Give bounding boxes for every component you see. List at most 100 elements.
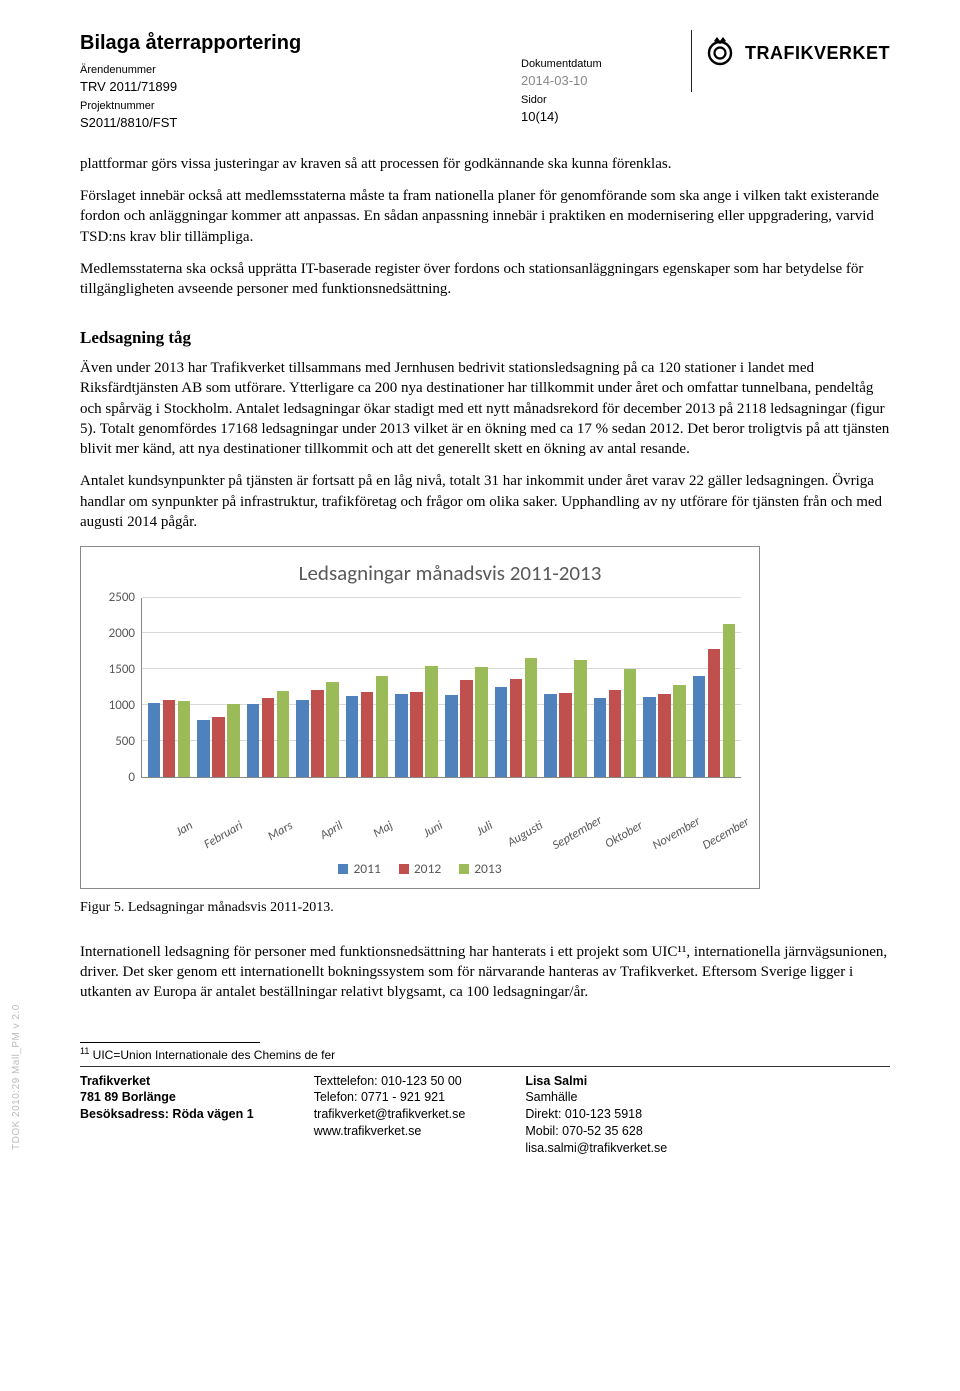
bar <box>460 680 473 776</box>
bar-group <box>296 598 339 777</box>
figure-caption: Figur 5. Ledsagningar månadsvis 2011-201… <box>80 899 890 918</box>
bar-group <box>693 598 736 777</box>
bar-group <box>247 598 290 777</box>
footer-line: lisa.salmi@trafikverket.se <box>525 1141 667 1155</box>
footer-col-person: Lisa Salmi Samhälle Direkt: 010-123 5918… <box>525 1073 667 1157</box>
y-tick-label: 1000 <box>109 697 135 715</box>
bar <box>296 700 309 777</box>
bar-group <box>495 598 538 777</box>
footer-col-address: Trafikverket 781 89 Borlänge Besöksadres… <box>80 1073 254 1157</box>
bar <box>658 694 671 777</box>
footer-col-contact: Texttelefon: 010-123 50 00 Telefon: 0771… <box>314 1073 466 1157</box>
meta-label: Projektnummer <box>80 99 521 114</box>
footer-line: Telefon: 0771 - 921 921 <box>314 1090 445 1104</box>
meta-value: TRV 2011/71899 <box>80 78 521 96</box>
document-header: Bilaga återrapportering Ärendenummer TRV… <box>80 30 890 136</box>
bar <box>178 701 191 777</box>
bar <box>262 698 275 776</box>
y-tick-label: 500 <box>115 733 135 751</box>
footer-line: Trafikverket <box>80 1074 150 1088</box>
bar <box>643 697 656 776</box>
paragraph: Antalet kundsynpunkter på tjänsten är fo… <box>80 471 890 532</box>
bar <box>673 685 686 776</box>
page-footer: Trafikverket 781 89 Borlänge Besöksadres… <box>80 1073 890 1157</box>
chart-y-axis: 05001000150020002500 <box>99 598 141 778</box>
bar <box>609 690 622 776</box>
section-heading: Ledsagning tåg <box>80 327 890 350</box>
footnote-text: UIC=Union Internationale des Chemins de … <box>89 1048 335 1062</box>
bar-group <box>594 598 637 777</box>
footer-line: trafikverket@trafikverket.se <box>314 1107 466 1121</box>
bar <box>559 693 572 777</box>
bar <box>395 694 408 776</box>
bar <box>376 676 389 777</box>
bar <box>510 679 523 776</box>
bar-group <box>445 598 488 777</box>
meta-value: 2014-03-10 <box>521 72 691 90</box>
brand-name: TRAFIKVERKET <box>745 35 890 65</box>
bar <box>544 694 557 776</box>
paragraph: Förslaget innebär också att medlemsstate… <box>80 186 890 247</box>
footer-line: www.trafikverket.se <box>314 1124 422 1138</box>
footnote: 11 UIC=Union Internationale des Chemins … <box>80 1045 890 1063</box>
chart-title: Ledsagningar månadsvis 2011-2013 <box>159 559 741 587</box>
footer-line: Lisa Salmi <box>525 1074 587 1088</box>
footer-line: Direkt: 010-123 5918 <box>525 1107 642 1121</box>
bar <box>227 704 240 777</box>
bar-group <box>643 598 686 777</box>
footer-line: 781 89 Borlänge <box>80 1090 176 1104</box>
meta-label: Ärendenummer <box>80 63 521 78</box>
chart-plot-area <box>141 598 741 778</box>
paragraph: Internationell ledsagning för personer m… <box>80 942 890 1003</box>
meta-label: Dokumentdatum <box>521 57 691 72</box>
y-tick-label: 2000 <box>109 625 135 643</box>
bar-group <box>346 598 389 777</box>
bar <box>475 667 488 776</box>
footnote-rule <box>80 1042 260 1043</box>
bar <box>410 692 423 776</box>
footer-line: Samhälle <box>525 1090 577 1104</box>
bar <box>326 682 339 776</box>
bar-group <box>544 598 587 777</box>
bar <box>723 624 736 776</box>
footer-rule <box>80 1066 890 1067</box>
paragraph: Även under 2013 har Trafikverket tillsam… <box>80 358 890 459</box>
brand-logo: TRAFIKVERKET <box>691 30 890 92</box>
meta-value: 10(14) <box>521 108 691 126</box>
y-tick-label: 2500 <box>109 589 135 607</box>
bar <box>425 666 438 777</box>
bar <box>525 658 538 776</box>
bar-group <box>148 598 191 777</box>
crown-circle-icon <box>704 35 736 67</box>
paragraph: plattformar görs vissa justeringar av kr… <box>80 154 890 174</box>
bar <box>361 692 374 777</box>
meta-value: S2011/8810/FST <box>80 114 521 132</box>
y-tick-label: 1500 <box>109 661 135 679</box>
paragraph: Medlemsstaterna ska också upprätta IT-ba… <box>80 259 890 300</box>
bar-group <box>197 598 240 777</box>
bar <box>624 669 637 776</box>
bar <box>277 691 290 777</box>
y-tick-label: 0 <box>128 769 135 787</box>
bar <box>311 690 324 776</box>
bar <box>574 660 587 777</box>
document-title: Bilaga återrapportering <box>80 30 521 57</box>
bar <box>163 700 176 776</box>
chart-container: Ledsagningar månadsvis 2011-2013 0 500 100… <box>80 546 760 889</box>
footer-line: Texttelefon: 010-123 50 00 <box>314 1074 462 1088</box>
bar <box>708 649 721 776</box>
bar <box>197 720 210 777</box>
chart-x-axis: JanFebruariMarsAprilMajJuniJuliAugustiSe… <box>141 798 741 848</box>
bar <box>445 695 458 776</box>
footnote-number: 11 <box>80 1046 89 1056</box>
footer-line: Mobil: 070-52 35 628 <box>525 1124 642 1138</box>
side-version-label: TDOK 2010:29 Mall_PM v 2.0 <box>10 1004 24 1150</box>
bar <box>148 703 161 776</box>
bar <box>212 717 225 777</box>
bar-group <box>395 598 438 777</box>
bar <box>495 687 508 777</box>
body-text-block: plattformar görs vissa justeringar av kr… <box>80 154 890 532</box>
bar <box>346 696 359 777</box>
bar <box>693 676 706 777</box>
meta-label: Sidor <box>521 93 691 108</box>
